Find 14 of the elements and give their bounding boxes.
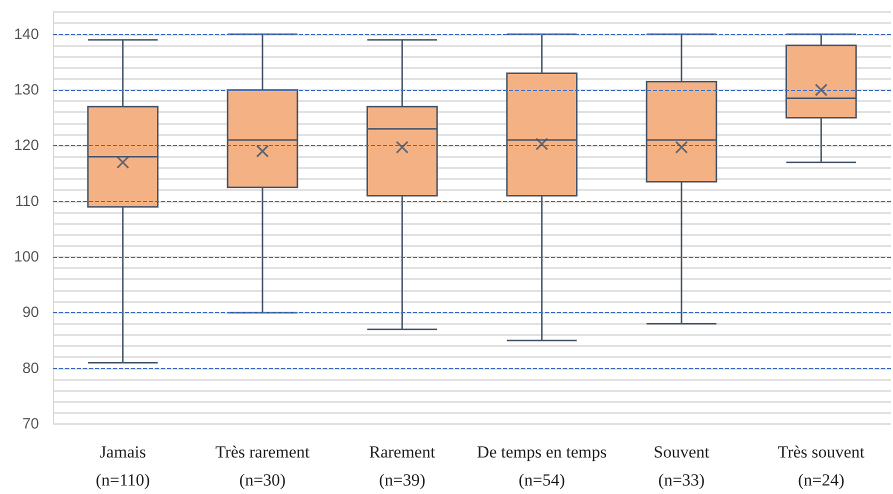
y-tick-label: 110 [15, 192, 39, 210]
x-tick-label: De temps en temps (n=54) [476, 442, 607, 490]
y-tick-label: 90 [22, 304, 39, 322]
x-tick-label: Très souvent (n=24) [778, 442, 865, 490]
y-tick-label: 130 [14, 81, 39, 98]
y-tick-label: 100 [14, 248, 39, 266]
y-tick-label: 120 [14, 137, 39, 154]
x-tick-label: Souvent (n=33) [654, 442, 710, 490]
y-tick-label: 80 [22, 360, 39, 377]
y-tick-label: 140 [14, 26, 39, 43]
x-tick-label: Jamais (n=110) [96, 442, 150, 490]
x-tick-label: Très rarement (n=30) [215, 442, 310, 490]
x-tick-label: Rarement (n=39) [369, 442, 436, 490]
y-tick-label: 70 [22, 416, 39, 432]
